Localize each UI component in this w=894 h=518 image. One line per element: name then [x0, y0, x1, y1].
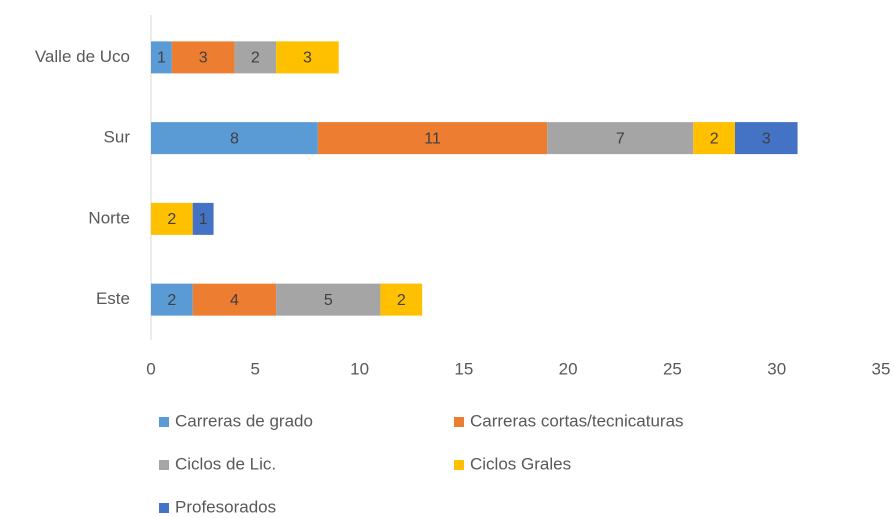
data-label: 8 [230, 130, 239, 147]
bar-segment [151, 283, 193, 316]
legend-swatch [159, 460, 169, 470]
x-tick-label: 15 [454, 359, 473, 378]
bar-segment [735, 122, 798, 155]
data-label: 2 [167, 292, 176, 309]
x-tick-label: 10 [350, 359, 369, 378]
x-tick-label: 20 [559, 359, 578, 378]
legend-label: Ciclos Grales [470, 454, 571, 473]
legend-swatch [159, 417, 169, 427]
bar-segment [192, 202, 214, 235]
bar-segment [317, 122, 548, 155]
bar-segment [234, 41, 277, 74]
legend-label: Carreras cortas/tecnicaturas [470, 411, 684, 430]
legend-label: Profesorados [175, 497, 276, 516]
data-label: 5 [324, 292, 333, 309]
data-label: 11 [424, 130, 441, 147]
bar-segment [380, 283, 423, 316]
x-tick-label: 0 [146, 359, 155, 378]
y-tick-label: Este [96, 289, 130, 308]
data-label: 2 [167, 211, 176, 228]
data-label: 1 [157, 50, 166, 67]
bar-segment [547, 122, 694, 155]
legend-label: Carreras de grado [175, 411, 313, 430]
data-label: 2 [397, 292, 406, 309]
bar-segment [151, 41, 172, 74]
data-label: 2 [710, 130, 719, 147]
legend-swatch [454, 417, 464, 427]
legend-label: Ciclos de Lic. [175, 454, 276, 473]
legend-swatch [159, 503, 169, 513]
x-tick-label: 35 [872, 359, 891, 378]
data-label: 3 [199, 50, 208, 67]
data-label: 3 [303, 50, 312, 67]
x-tick-label: 30 [767, 359, 786, 378]
data-label: 4 [230, 292, 239, 309]
y-tick-label: Norte [88, 208, 130, 227]
legend-swatch [454, 460, 464, 470]
bar-segment [693, 122, 735, 155]
y-tick-label: Sur [104, 128, 131, 147]
bar-segment [151, 202, 193, 235]
bar-segment [171, 41, 235, 74]
bar-segment [276, 283, 381, 316]
data-label: 7 [616, 130, 625, 147]
y-tick-label: Valle de Uco [35, 47, 130, 66]
data-label: 3 [762, 130, 771, 147]
x-tick-label: 25 [663, 359, 682, 378]
data-label: 1 [199, 211, 208, 228]
x-tick-label: 5 [251, 359, 260, 378]
bar-segment [276, 41, 339, 74]
bar-segment [151, 122, 318, 155]
data-label: 2 [251, 50, 260, 67]
bar-segment [192, 283, 277, 316]
